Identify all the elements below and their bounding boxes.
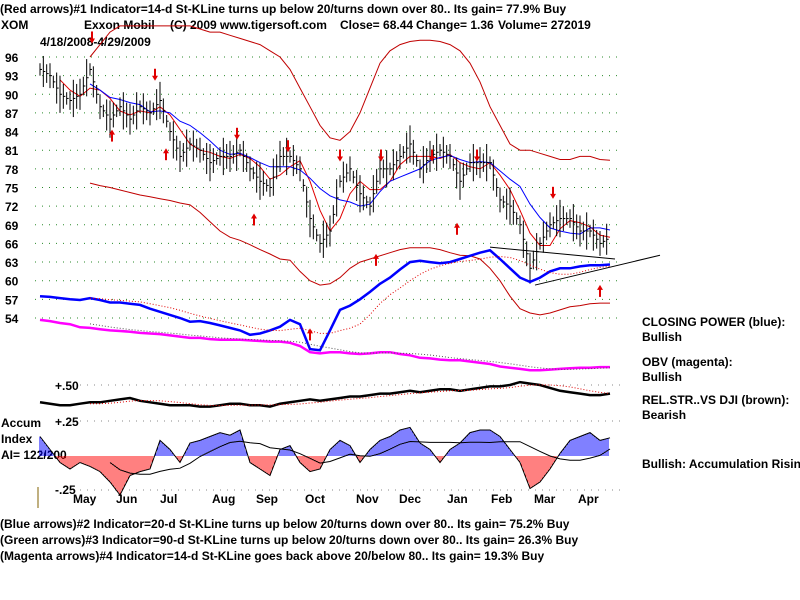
red-down-arrow-head xyxy=(550,193,556,199)
indicator-4-description: (Magenta arrows)#4 Indicator=14-d St-KLi… xyxy=(0,549,545,563)
red-down-arrow-head xyxy=(152,75,158,81)
rel-strength-label: REL.STR..VS DJI (brown): xyxy=(642,393,790,407)
red-up-arrow-head xyxy=(109,129,115,135)
price-tick-label: 72 xyxy=(5,200,19,214)
rs-tick-label: +.25 xyxy=(55,415,79,429)
company-name: Exxon Mobil xyxy=(84,18,155,32)
red-down-arrow-head xyxy=(429,156,435,162)
closing-power-ma-line xyxy=(89,255,611,334)
month-label: Apr xyxy=(578,492,599,506)
price-tick-label: 96 xyxy=(5,51,19,65)
rs-tick-label: +.50 xyxy=(55,379,79,393)
month-label: Oct xyxy=(305,492,325,506)
indicator-1-description: (Red arrows)#1 Indicator=14-d St-KLine t… xyxy=(0,2,567,16)
price-tick-label: 81 xyxy=(5,144,19,158)
red-up-arrow-head xyxy=(163,148,169,154)
change-value: Change= 1.36 xyxy=(416,18,494,32)
red-up-arrow-head xyxy=(373,253,379,259)
price-tick-label: 57 xyxy=(5,293,19,307)
price-tick-label: 84 xyxy=(5,126,19,140)
month-label: Sep xyxy=(256,492,278,506)
accum-index-label: Index xyxy=(1,432,33,446)
price-tick-label: 90 xyxy=(5,88,19,102)
rel-strength-ma-line xyxy=(90,384,611,407)
indicator-3-description: (Green arrows)#3 Indicator=90-d St-KLine… xyxy=(0,533,579,547)
month-label: Jun xyxy=(116,492,137,506)
accum-index-ma-line xyxy=(109,440,611,475)
accum-label: Accum xyxy=(1,416,42,430)
price-tick-label: 75 xyxy=(5,181,19,195)
price-tick-label: 93 xyxy=(5,70,19,84)
obv-ma-line xyxy=(89,323,611,370)
obv-line xyxy=(39,318,610,372)
closing-power-status: Bullish xyxy=(642,330,683,344)
red-down-arrow-head xyxy=(234,134,240,140)
price-tick-label: 63 xyxy=(5,256,19,270)
obv-status: Bullish xyxy=(642,370,683,384)
close-value: Close= 68.44 xyxy=(340,18,414,32)
closing-power-label: CLOSING POWER (blue): xyxy=(642,315,786,329)
rel-strength-line xyxy=(39,380,611,408)
obv-label: OBV (magenta): xyxy=(642,355,733,369)
month-label: Aug xyxy=(212,492,235,506)
upper-band-line xyxy=(89,25,611,161)
red-down-arrow-head xyxy=(378,156,384,162)
red-up-arrow-head xyxy=(597,284,603,290)
red-down-arrow-head xyxy=(474,156,480,162)
closing-power-line xyxy=(39,248,611,352)
copyright: (C) 2009 www.tigersoft.com xyxy=(170,18,327,32)
month-label: Jan xyxy=(447,492,468,506)
red-down-arrow-head xyxy=(89,38,95,44)
symbol: XOM xyxy=(1,18,29,32)
red-up-arrow-head xyxy=(251,213,257,219)
accumulation-status: Bullish: Accumulation Rising xyxy=(642,457,800,471)
price-tick-label: 54 xyxy=(5,312,19,326)
price-tick-label: 69 xyxy=(5,219,19,233)
long-moving-average-line xyxy=(89,83,611,235)
red-up-arrow-head xyxy=(454,222,460,228)
month-label: Jul xyxy=(160,492,177,506)
accum-tick-label: -.25 xyxy=(55,483,76,497)
red-up-arrow-head xyxy=(307,328,313,334)
month-label: Mar xyxy=(534,492,556,506)
short-moving-average-line xyxy=(59,79,611,246)
red-down-arrow-head xyxy=(285,147,291,153)
price-tick-label: 66 xyxy=(5,237,19,251)
price-tick-label: 87 xyxy=(5,107,19,121)
month-label: Dec xyxy=(399,492,421,506)
month-label: Nov xyxy=(356,492,379,506)
red-down-arrow-head xyxy=(337,156,343,162)
rel-strength-status: Bearish xyxy=(642,408,687,422)
lower-band-line xyxy=(89,182,610,316)
price-tick-label: 60 xyxy=(5,275,19,289)
month-label: May xyxy=(73,492,97,506)
trendline xyxy=(489,246,616,260)
date-range: 4/18/2008-4/29/2009 xyxy=(40,35,151,49)
month-label: Feb xyxy=(491,492,512,506)
indicator-2-description: (Blue arrows)#2 Indicator=20-d St-KLine … xyxy=(0,517,570,531)
volume-value: Volume= 272019 xyxy=(498,18,591,32)
trendline xyxy=(534,254,661,286)
price-tick-label: 78 xyxy=(5,163,19,177)
